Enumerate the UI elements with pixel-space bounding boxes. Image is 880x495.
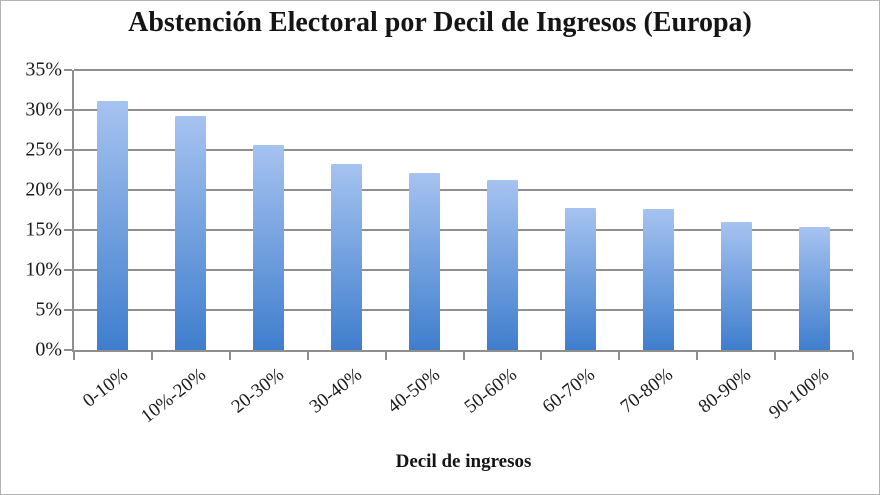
gridline [74,149,853,151]
x-tick-label: 60-70% [538,364,600,418]
bar-0-10% [97,101,129,350]
bar-70-80% [642,209,674,350]
gridline [74,309,853,311]
x-tick-label: 50-60% [461,364,522,418]
y-axis-tick [64,309,72,311]
x-axis-tick [228,352,231,360]
y-tick-label: 30% [25,98,62,121]
y-axis-tick [64,269,72,271]
bar-60-70% [564,207,596,350]
y-tick-label: 20% [25,178,62,201]
bar-30-40% [331,164,363,350]
x-axis-line [72,350,853,352]
y-tick-label: 15% [25,218,62,241]
gridline [74,269,853,271]
x-axis-tick [150,352,153,360]
bar-90-100% [798,226,830,350]
y-axis-tick [64,349,72,351]
y-tick-label: 0% [35,338,62,361]
y-tick-label: 35% [25,58,62,81]
y-axis-line [72,70,74,350]
bar-40-50% [409,173,441,350]
bar-20-30% [253,145,285,350]
y-axis-tick [64,229,72,231]
x-tick-label: 70-80% [616,364,678,418]
gridline [74,189,853,191]
x-axis-tick [774,352,777,360]
x-axis-tick [618,352,621,360]
plot-area: 0% 5% 10% 15% 20% 25% 30% 35% 0-10% 10%-20% 20-30%… [25,59,854,427]
x-tick-label: 80-90% [694,364,756,418]
chart-title: Abstención Electoral por Decil de Ingres… [128,7,752,38]
x-axis-tick [696,352,699,360]
bar-50-60% [486,180,518,350]
y-tick-label: 10% [25,258,62,281]
y-axis-tick [64,109,72,111]
bar-10%-20% [175,115,207,350]
x-axis-tick [852,352,854,360]
x-axis-tick [73,352,75,360]
bar-80-90% [720,222,752,350]
x-tick-label: 40-50% [383,364,444,418]
y-axis-tick [64,69,72,71]
x-tick-label: 90-100% [765,364,833,424]
gridline [74,69,853,71]
y-axis-tick [64,149,72,151]
y-tick-label: 5% [35,298,62,321]
x-axis-tick [462,352,465,360]
x-axis-tick [384,352,387,360]
gridline [74,229,853,231]
x-tick-label: 20-30% [227,364,288,418]
x-axis-tick [540,352,543,360]
y-axis-tick [64,189,72,191]
x-axis-tick [306,352,309,360]
x-axis-title: Decil de ingresos [395,451,532,472]
x-tick-label: 30-40% [305,364,366,418]
x-tick-label: 10%-20% [136,364,210,428]
x-tick-label: 0-10% [79,364,132,412]
y-tick-label: 25% [25,138,62,161]
gridline [74,109,853,111]
